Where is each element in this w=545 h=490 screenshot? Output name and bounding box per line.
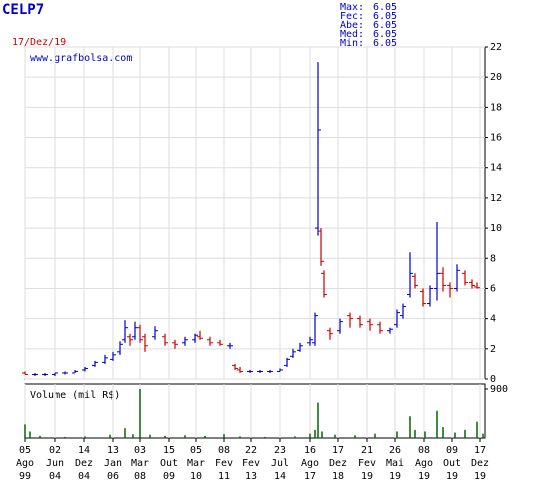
x-tick-label: Dez [75, 458, 93, 469]
stat-label: Abe: [340, 20, 364, 31]
x-tick-label: 22 [245, 445, 257, 456]
x-tick-label: Jan [104, 458, 122, 469]
x-tick-label: 18 [332, 471, 344, 482]
x-tick-label: 04 [49, 471, 61, 482]
y-tick-label: 6 [490, 283, 496, 294]
x-tick-label: 08 [218, 445, 230, 456]
x-tick-label: 19 [446, 471, 458, 482]
x-tick-label: 23 [274, 445, 286, 456]
x-tick-label: Dez [471, 458, 489, 469]
x-tick-label: Ago [16, 458, 34, 469]
x-tick-label: Jul [271, 458, 289, 469]
x-tick-label: 08 [134, 471, 146, 482]
y-tick-label: 12 [490, 193, 502, 204]
x-tick-label: Dez [329, 458, 347, 469]
x-tick-label: Mar [131, 458, 149, 469]
x-tick-label: Fev [242, 458, 260, 469]
y-tick-label: 18 [490, 102, 502, 113]
source-label: www.grafbolsa.com [30, 53, 132, 64]
x-tick-label: 09 [446, 445, 458, 456]
x-tick-label: Fev [215, 458, 233, 469]
x-tick-label: 19 [418, 471, 430, 482]
x-tick-label: 17 [332, 445, 344, 456]
x-tick-label: 13 [107, 445, 119, 456]
y-tick-label: 10 [490, 223, 502, 234]
x-tick-label: 19 [389, 471, 401, 482]
x-tick-label: 19 [474, 471, 486, 482]
price-panel [24, 46, 486, 380]
x-tick-label: 06 [107, 471, 119, 482]
x-tick-label: Out [443, 458, 461, 469]
y-tick-label: 8 [490, 253, 496, 264]
x-tick-label: Fev [358, 458, 376, 469]
chart-title: CELP7 [2, 2, 44, 18]
x-tick-label: 09 [163, 471, 175, 482]
x-tick-label: Jun [46, 458, 64, 469]
stat-value: 6.05 [373, 2, 397, 13]
volume-label: Volume (mil R$) [30, 390, 120, 401]
x-tick-label: 17 [474, 445, 486, 456]
x-tick-label: Mar [187, 458, 205, 469]
x-tick-label: Mai [386, 458, 404, 469]
y-tick-label: 0 [490, 374, 496, 385]
x-tick-label: Out [160, 458, 178, 469]
volume-panel [24, 383, 486, 439]
x-tick-label: 14 [274, 471, 286, 482]
y-tick-label: 4 [490, 314, 496, 325]
x-tick-label: 05 [190, 445, 202, 456]
x-tick-label: Ago [415, 458, 433, 469]
x-tick-label: Ago [301, 458, 319, 469]
x-tick-label: 17 [304, 471, 316, 482]
stat-label: Max: [340, 2, 364, 13]
x-tick-label: 99 [19, 471, 31, 482]
y-tick-label: 14 [490, 163, 502, 174]
stat-value: 6.05 [373, 29, 397, 40]
x-tick-label: 16 [304, 445, 316, 456]
x-tick-label: 04 [78, 471, 90, 482]
date-label: 17/Dez/19 [12, 37, 66, 48]
stat-label: Min: [340, 38, 364, 49]
stat-value: 6.05 [373, 11, 397, 22]
x-tick-label: 14 [78, 445, 90, 456]
x-tick-label: 03 [134, 445, 146, 456]
x-tick-label: 02 [49, 445, 61, 456]
y-tick-label: 22 [490, 42, 502, 53]
x-tick-label: 13 [245, 471, 257, 482]
x-tick-label: 08 [418, 445, 430, 456]
x-tick-label: 15 [163, 445, 175, 456]
stat-value: 6.05 [373, 38, 397, 49]
x-tick-label: 26 [389, 445, 401, 456]
x-tick-label: 10 [190, 471, 202, 482]
volume-y-tick-label: 900 [490, 384, 508, 395]
x-tick-label: 11 [218, 471, 230, 482]
x-tick-label: 21 [361, 445, 373, 456]
y-tick-label: 16 [490, 133, 502, 144]
stat-label: Med: [340, 29, 364, 40]
y-tick-label: 2 [490, 344, 496, 355]
x-tick-label: 05 [19, 445, 31, 456]
y-tick-label: 20 [490, 72, 502, 83]
stat-value: 6.05 [373, 20, 397, 31]
x-tick-label: 19 [361, 471, 373, 482]
stat-label: Fec: [340, 11, 364, 22]
